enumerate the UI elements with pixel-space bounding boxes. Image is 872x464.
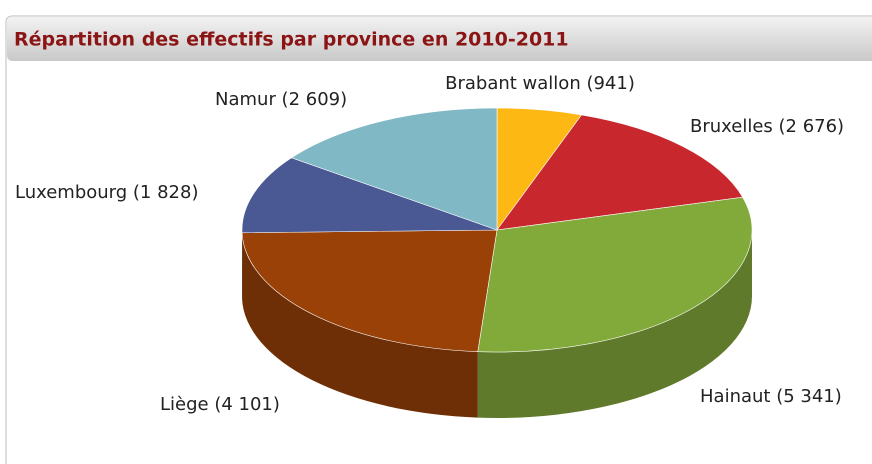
data-label: Hainaut (5 341) (700, 386, 842, 407)
data-label: Bruxelles (2 676) (690, 116, 844, 137)
chart-title: Répartition des effectifs par province e… (14, 29, 569, 51)
header-bar (7, 17, 872, 61)
data-label: Namur (2 609) (215, 89, 347, 110)
slice (496, 114, 744, 231)
data-label: Liège (4 101) (160, 394, 280, 415)
pie (241, 107, 753, 418)
slice-side (242, 232, 478, 418)
labels: Brabant wallon (941) Bruxelles (2 676) Hai… (15, 73, 844, 415)
slice-side (477, 230, 752, 418)
data-label: Luxembourg (1 828) (15, 182, 198, 203)
slice (241, 157, 498, 234)
data-label: Brabant wallon (941) (445, 73, 635, 94)
slice (241, 229, 498, 352)
slice (290, 107, 498, 231)
slice (477, 196, 753, 353)
